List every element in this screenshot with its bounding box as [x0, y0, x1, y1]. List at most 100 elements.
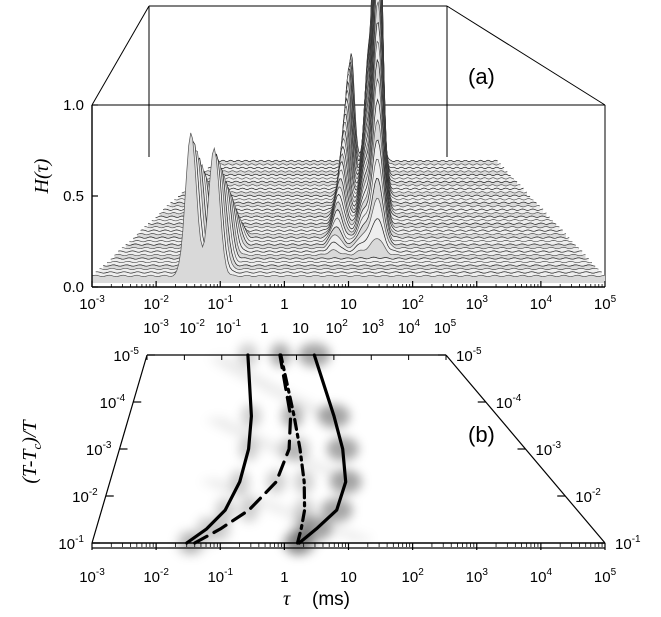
x-tick-label-a-2: 10-1 — [207, 294, 233, 313]
tau-unit: (ms) — [312, 589, 350, 610]
x-tick-label-b-0-base: 10 — [79, 569, 96, 586]
depth-tick-label-a-0: 10-3 — [143, 318, 169, 337]
surface-trace-26 — [189, 0, 521, 187]
tau-axis-title: τ — [283, 588, 291, 610]
y-tick-label-left-b-0-base: 10 — [58, 536, 75, 553]
x-tick-label-b-7: 104 — [530, 567, 553, 586]
y-tick-label-left-b-0: 10-1 — [58, 534, 84, 553]
depth-tick-label-a-1-base: 10 — [179, 320, 196, 337]
x-tick-label-b-5: 102 — [402, 567, 425, 586]
y-tick-label-a-1: 0.5 — [63, 188, 84, 205]
y-tick-label-a-0: 0.0 — [63, 279, 84, 296]
depth-tick-label-a-5: 102 — [326, 318, 349, 337]
y-tick-label-right-b-0-base: 10 — [615, 536, 632, 553]
x-tick-label-a-4: 10 — [340, 296, 357, 313]
y-tick-label-right-b-0-exp: -1 — [632, 534, 641, 545]
x-tick-label-a-3: 1 — [280, 296, 288, 313]
depth-tick-label-a-0-exp: -3 — [160, 318, 169, 329]
x-tick-label-a-8-exp: 5 — [611, 294, 617, 305]
x-tick-label-b-2-base: 10 — [207, 569, 224, 586]
box-edge-depth-top-right — [446, 5, 606, 106]
x-tick-label-b-0-exp: -3 — [96, 567, 105, 578]
y-tick-label-right-b-2-base: 10 — [536, 442, 553, 459]
x-tick-label-b-5-base: 10 — [402, 569, 419, 586]
heat-haze — [205, 416, 230, 425]
x-tick-label-b-4: 10 — [340, 569, 357, 586]
y-tick-label-left-b-3-exp: -4 — [116, 393, 125, 404]
depth-tick-label-a-2-exp: -1 — [232, 318, 241, 329]
top-ticks-b — [146, 355, 447, 360]
y-tick-label-right-b-1-exp: -2 — [592, 487, 601, 498]
curve-dash-dot-2 — [279, 353, 307, 545]
x-tick-label-b-2: 10-1 — [207, 567, 233, 586]
y-tick-label-left-b-1: 10-2 — [72, 487, 98, 506]
y-tick-label-right-b-4-base: 10 — [456, 348, 473, 365]
y-tick-label-right-b-4-exp: -5 — [473, 346, 482, 357]
y-tick-label-left-b-4-exp: -5 — [130, 346, 139, 357]
transition-curves — [185, 353, 348, 545]
y-tick-label-left-b-3: 10-4 — [100, 393, 126, 412]
y-tick-label-left-b-0-exp: -1 — [75, 534, 84, 545]
depth-tick-label-a-8-base: 10 — [434, 320, 451, 337]
x-ticks-a: 10-3 10-2 10-1 1 10 102 103 104 105 — [79, 281, 617, 313]
y-tick-label-left-b-3-base: 10 — [100, 395, 117, 412]
x-tick-label-a-5-base: 10 — [402, 296, 419, 313]
y-tick-label-right-b-1: 10-2 — [575, 487, 601, 506]
surface-trace-30 — [204, 0, 508, 173]
temperature-axis-title: (T-Tc)/T — [19, 419, 44, 484]
y-tick-label-left-b-4: 10-5 — [113, 346, 139, 365]
x-tick-label-a-0-exp: -3 — [96, 294, 105, 305]
x-tick-label-a-5-exp: 2 — [418, 294, 424, 305]
x-tick-label-a-0-base: 10 — [79, 296, 96, 313]
x-tick-label-a-0: 10-3 — [79, 294, 105, 313]
y-ticks-a: 0.0 0.5 1.0 — [63, 97, 98, 296]
y-tick-label-a-2: 1.0 — [63, 97, 84, 114]
heat-haze — [201, 477, 226, 486]
depth-tick-label-a-1: 10-2 — [179, 318, 205, 337]
depth-tick-label-a-6-exp: 3 — [378, 318, 384, 329]
y-tick-label-left-b-1-exp: -2 — [89, 487, 98, 498]
surface-trace-27 — [192, 0, 518, 183]
depth-tick-label-a-1-exp: -2 — [196, 318, 205, 329]
x-tick-label-b-7-exp: 4 — [546, 567, 552, 578]
depth-tick-label-a-8-exp: 5 — [451, 318, 457, 329]
panel-b: 10-3 10-2 10-1 1 10 102 103 104 105 10-110-210-3… — [19, 343, 641, 610]
temperature-axis-title-T: T — [19, 464, 41, 477]
x-tick-label-b-6-exp: 3 — [482, 567, 488, 578]
depth-tick-label-a-2-base: 10 — [215, 320, 232, 337]
depth-tick-label-a-4: 10 — [292, 320, 309, 337]
x-tick-label-b-8-base: 10 — [594, 569, 611, 586]
y-ticks-left-b: 10-110-210-310-410-5 — [58, 346, 155, 553]
depth-tick-label-a-7-exp: 4 — [414, 318, 420, 329]
x-ticks-b: 10-3 10-2 10-1 1 10 102 103 104 105 — [79, 543, 617, 586]
temperature-axis-title-T2: T — [19, 448, 41, 461]
y-ticks-right-b: 10-110-210-310-410-5 — [438, 346, 641, 553]
x-tick-label-a-1-exp: -2 — [160, 294, 169, 305]
panel-a: 0.00.51.0 10-3 10-2 10-1 1 10 102 103 104 105 10… — [31, 0, 617, 337]
surface-trace-31 — [207, 0, 505, 169]
x-tick-label-b-8: 105 — [594, 567, 617, 586]
y-tick-label-right-b-4: 10-5 — [456, 346, 482, 365]
y-tick-label-right-b-0: 10-1 — [615, 534, 641, 553]
x-tick-label-a-8-base: 10 — [594, 296, 611, 313]
curve-solid-3 — [297, 353, 348, 545]
depth-tick-label-a-3: 1 — [260, 320, 268, 337]
depth-tick-label-a-7: 104 — [398, 318, 421, 337]
depth-tick-label-a-2: 10-1 — [215, 318, 241, 337]
surface-trace-0 — [91, 132, 606, 277]
y-tick-label-right-b-1-base: 10 — [575, 489, 592, 506]
x-tick-label-b-7-base: 10 — [530, 569, 547, 586]
y-tick-label-right-b-3: 10-4 — [496, 393, 522, 412]
surface-trace-29 — [200, 0, 511, 176]
x-tick-label-a-2-exp: -1 — [224, 294, 233, 305]
surface-trace-23 — [177, 0, 531, 197]
depth-tick-label-a-5-base: 10 — [326, 320, 343, 337]
x-tick-label-b-1-exp: -2 — [160, 567, 169, 578]
x-tick-label-a-8: 105 — [594, 294, 617, 313]
depth-tick-label-a-7-base: 10 — [398, 320, 415, 337]
temperature-axis-title-sub: c — [29, 444, 44, 450]
panel-label-a: (a) — [468, 64, 495, 89]
depth-tick-label-a-5-exp: 2 — [342, 318, 348, 329]
h-axis-title: H(τ) — [31, 158, 53, 194]
